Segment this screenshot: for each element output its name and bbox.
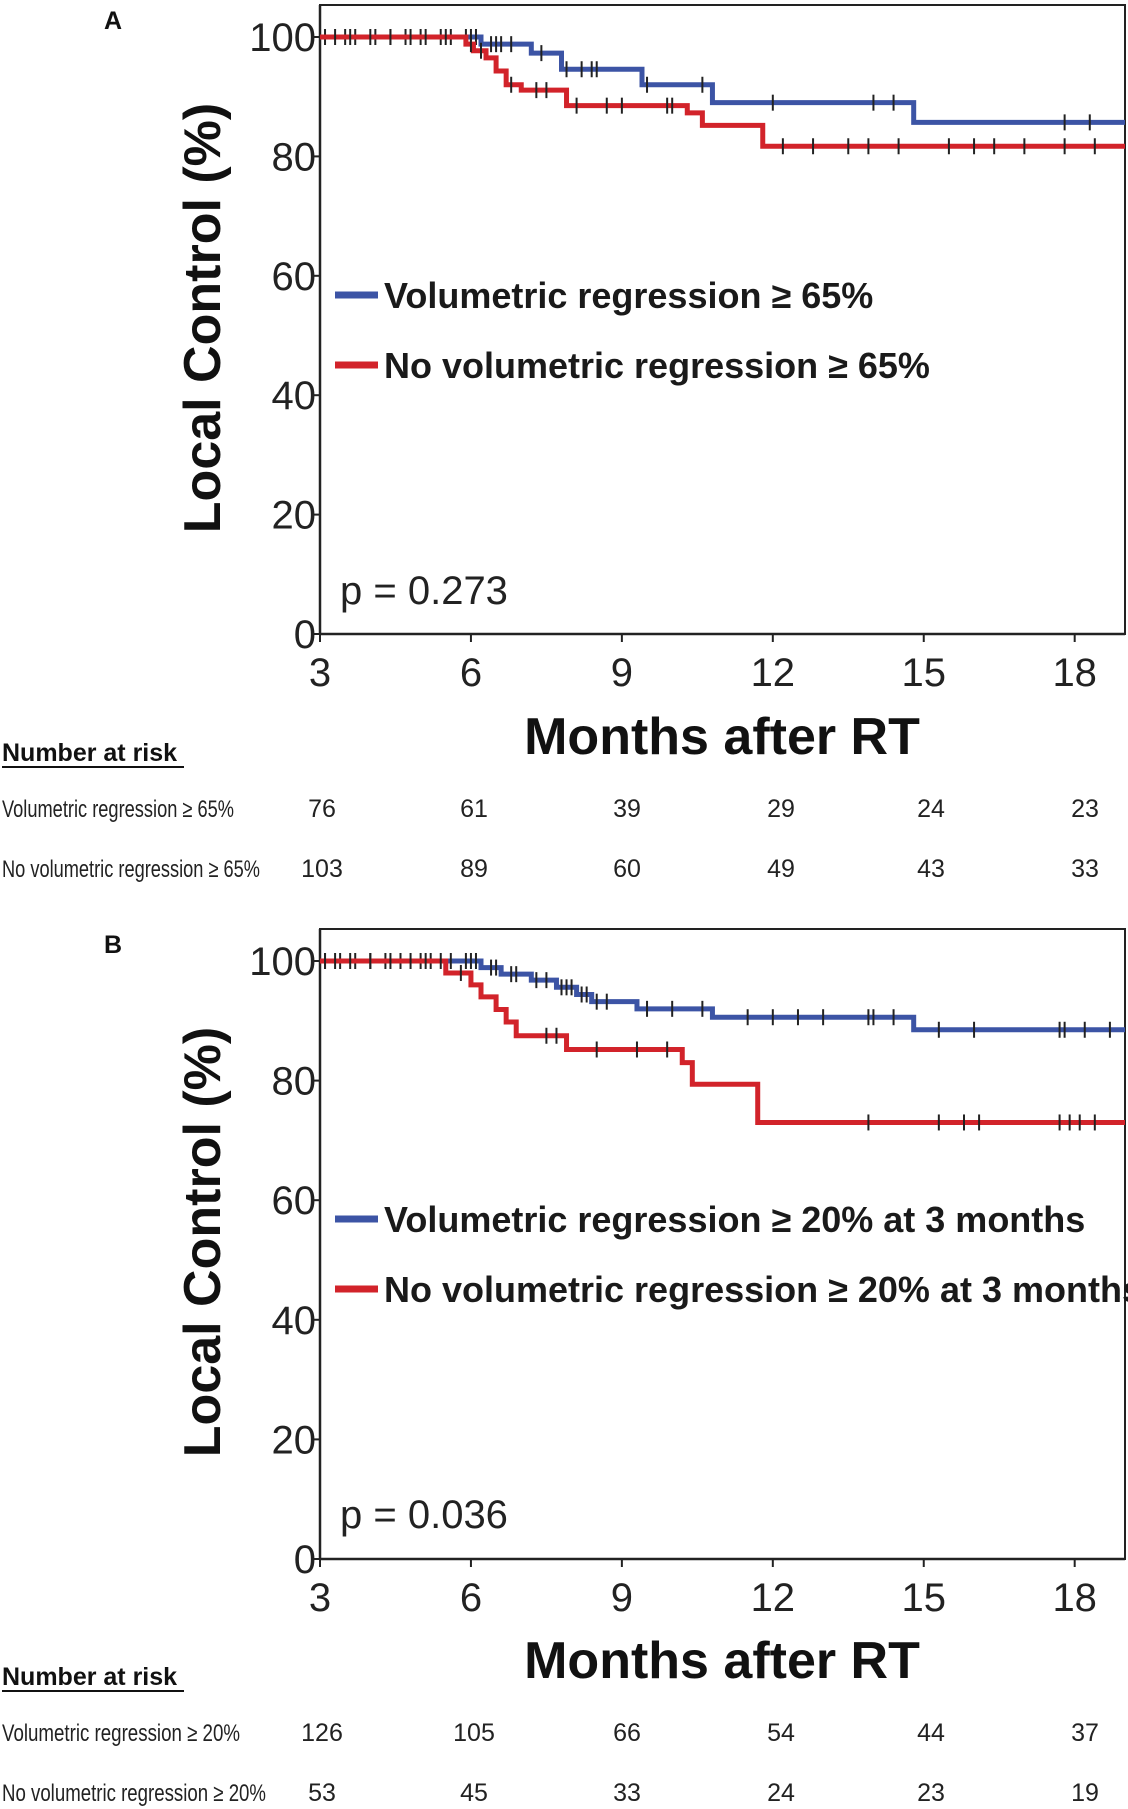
x-tick-label: 15	[902, 651, 947, 695]
km-curve-series-2	[320, 958, 1125, 1125]
risk-count: 126	[301, 1719, 343, 1747]
risk-table-heading: Number at risk	[2, 739, 177, 767]
x-tick-label: 18	[1052, 1576, 1097, 1620]
y-tick-label: 80	[272, 135, 317, 179]
y-tick-label: 40	[272, 374, 317, 418]
x-tick-label: 12	[751, 1576, 796, 1620]
risk-count: 44	[917, 1719, 945, 1747]
km-curve-series-2	[320, 34, 1125, 149]
risk-count: 60	[613, 855, 641, 883]
x-tick-label: 3	[309, 651, 331, 695]
risk-count: 24	[917, 795, 945, 823]
risk-row-label: Volumetric regression ≥ 65%	[2, 796, 234, 823]
legend-label-2: No volumetric regression ≥ 20% at 3 mont…	[384, 1269, 1128, 1310]
y-tick-label: 0	[294, 613, 316, 657]
risk-row-label: No volumetric regression ≥ 20%	[2, 1780, 266, 1807]
risk-count: 29	[767, 795, 795, 823]
plot-frame	[319, 4, 1126, 635]
y-tick-label: 100	[249, 940, 316, 984]
risk-count: 33	[613, 1779, 641, 1807]
km-curve-series-1	[320, 34, 1125, 125]
risk-count: 23	[917, 1779, 945, 1807]
y-axis-title: Local Control (%)	[174, 103, 232, 533]
risk-row-label: No volumetric regression ≥ 65%	[2, 856, 260, 883]
plot-frame	[319, 928, 1126, 1560]
risk-count: 66	[613, 1719, 641, 1747]
x-tick-label: 6	[460, 651, 482, 695]
x-tick-label: 9	[611, 1576, 633, 1620]
chart-panel-a: A 0 20 40 60 80 100 3 6 9 12 15 18 Local Control (%) M…	[2, 4, 1126, 883]
risk-count: 33	[1071, 855, 1099, 883]
p-value: p = 0.273	[340, 569, 508, 613]
risk-count: 49	[767, 855, 795, 883]
y-tick-label: 0	[294, 1538, 316, 1582]
risk-count: 24	[767, 1779, 795, 1807]
x-axis-title: Months after RT	[524, 708, 920, 766]
risk-count: 103	[301, 855, 343, 883]
legend-label-1: Volumetric regression ≥ 65%	[384, 275, 873, 316]
y-tick-label: 60	[272, 1179, 317, 1223]
risk-count: 43	[917, 855, 945, 883]
chart-panel-b: B 0 20 40 60 80 100 3 6 9 12 15 18 Local Control (%) M…	[2, 928, 1128, 1807]
risk-count: 54	[767, 1719, 795, 1747]
y-axis-title: Local Control (%)	[174, 1027, 232, 1457]
x-tick-label: 3	[309, 1576, 331, 1620]
panel-label: B	[104, 931, 122, 959]
y-tick-label: 100	[249, 16, 316, 60]
panel-label: A	[104, 7, 122, 35]
y-tick-label: 20	[272, 494, 317, 538]
risk-count: 19	[1071, 1779, 1099, 1807]
risk-count: 53	[308, 1779, 336, 1807]
x-tick-label: 15	[902, 1576, 947, 1620]
x-axis-title: Months after RT	[524, 1632, 920, 1690]
x-tick-label: 12	[751, 651, 796, 695]
x-tick-label: 6	[460, 1576, 482, 1620]
risk-row-label: Volumetric regression ≥ 20%	[2, 1720, 240, 1747]
x-tick-label: 18	[1052, 651, 1097, 695]
risk-count: 23	[1071, 795, 1099, 823]
risk-count: 76	[308, 795, 336, 823]
legend-label-2: No volumetric regression ≥ 65%	[384, 345, 930, 386]
y-tick-label: 20	[272, 1418, 317, 1462]
risk-count: 61	[460, 795, 488, 823]
risk-table-heading: Number at risk	[2, 1663, 177, 1691]
risk-count: 45	[460, 1779, 488, 1807]
p-value: p = 0.036	[340, 1493, 508, 1537]
km-curve-series-1	[320, 958, 1125, 1033]
y-tick-label: 80	[272, 1060, 317, 1104]
legend-label-1: Volumetric regression ≥ 20% at 3 months	[384, 1199, 1085, 1240]
y-tick-label: 60	[272, 255, 317, 299]
x-tick-label: 9	[611, 651, 633, 695]
risk-count: 37	[1071, 1719, 1099, 1747]
risk-count: 89	[460, 855, 488, 883]
risk-count: 39	[613, 795, 641, 823]
y-tick-label: 40	[272, 1299, 317, 1343]
risk-count: 105	[453, 1719, 495, 1747]
